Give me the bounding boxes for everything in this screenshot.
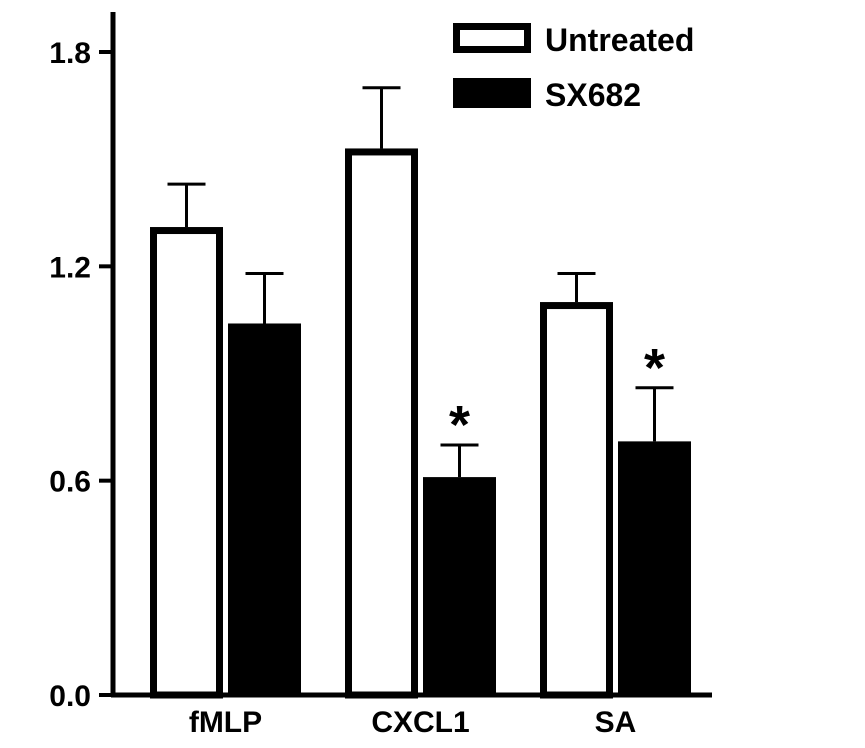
significance-markers: ** — [449, 338, 665, 455]
y-tick-label: 1.2 — [49, 251, 91, 284]
error-bar-sa-sx682 — [635, 386, 674, 442]
x-tick-label: SA — [595, 706, 637, 739]
error-bar-fmlp-sx682 — [245, 271, 284, 324]
bars-layer — [150, 148, 691, 699]
x-category-labels: fMLP CXCL1 SA — [189, 706, 637, 739]
axes-layer — [110, 12, 712, 698]
significance-asterisk: * — [644, 338, 665, 398]
legend-label: Untreated — [545, 22, 694, 58]
error-bars-layer — [167, 86, 674, 478]
x-tick-label: CXCL1 — [371, 706, 469, 739]
legend-label: SX682 — [545, 77, 641, 113]
legend: Untreated SX682 — [453, 22, 694, 113]
y-tick-label: 1.8 — [49, 37, 91, 70]
legend-item-untreated: Untreated — [453, 22, 694, 58]
y-tick-label: 0.0 — [49, 680, 91, 713]
y-tick-label: 0.6 — [49, 466, 91, 499]
bar-cxcl1-sx682 — [423, 477, 496, 697]
bar-sa-untreated — [540, 302, 613, 699]
legend-item-sx682: SX682 — [453, 77, 641, 113]
legend-swatch — [453, 78, 531, 108]
bar-fmlp-sx682 — [228, 323, 301, 697]
error-bar-cxcl1-untreated — [362, 86, 401, 149]
error-bar-cxcl1-sx682 — [440, 443, 479, 478]
significance-asterisk: * — [449, 395, 470, 455]
x-tick-label: fMLP — [189, 706, 262, 739]
error-bar-fmlp-untreated — [167, 182, 206, 228]
legend-swatch — [453, 23, 531, 53]
y-ticks-layer: 0.0 0.6 1.2 1.8 — [49, 37, 113, 713]
bar-cxcl1-untreated — [345, 148, 418, 699]
error-bar-sa-untreated — [557, 271, 596, 303]
bar-sa-sx682 — [618, 441, 691, 697]
bar-fmlp-untreated — [150, 227, 223, 699]
